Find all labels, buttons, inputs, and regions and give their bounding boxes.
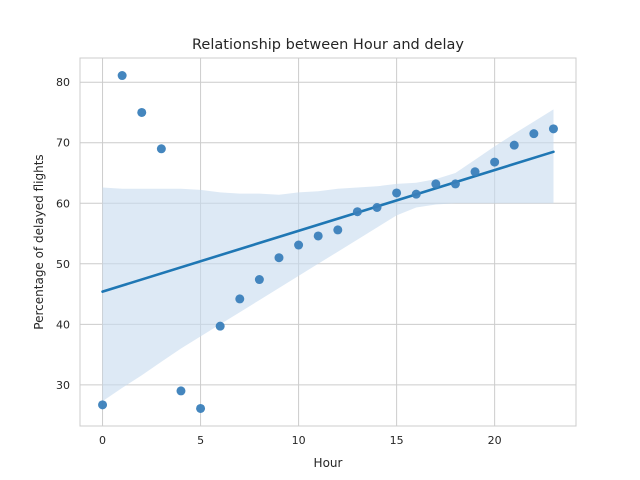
y-tick-label: 40 <box>56 318 70 331</box>
scatter-point <box>274 253 284 263</box>
scatter-point <box>294 240 304 250</box>
scatter-point <box>117 71 127 81</box>
scatter-point <box>450 179 460 189</box>
scatter-point <box>431 179 441 189</box>
scatter-point <box>490 157 500 167</box>
scatter-point <box>470 167 480 177</box>
chart-title: Relationship between Hour and delay <box>192 37 464 53</box>
scatter-point <box>215 321 225 331</box>
scatter-point <box>372 203 382 212</box>
y-tick-label: 60 <box>56 197 70 210</box>
x-tick-label: 5 <box>197 434 204 447</box>
y-tick-label: 80 <box>56 76 70 89</box>
regression-group <box>101 150 555 293</box>
x-tick-label: 20 <box>488 434 502 447</box>
x-tick-label: 10 <box>292 434 306 447</box>
scatter-points <box>98 71 558 413</box>
scatter-point <box>254 275 264 285</box>
scatter-point <box>176 386 186 396</box>
scatter-point <box>137 107 147 117</box>
scatter-point <box>196 403 206 413</box>
scatter-point <box>235 294 245 304</box>
regression-line <box>101 150 555 293</box>
confidence-band <box>102 109 554 402</box>
y-axis-label: Percentage of delayed flights <box>32 154 46 329</box>
scatter-point <box>98 400 108 410</box>
scatter-point <box>156 144 166 154</box>
y-tick-label: 30 <box>56 379 70 392</box>
x-tick-label: 0 <box>99 434 106 447</box>
y-tick-labels: 30 40 50 60 70 80 <box>56 76 70 392</box>
scatter-point <box>548 124 558 134</box>
scatter-point <box>352 207 362 217</box>
scatter-point <box>529 129 539 139</box>
y-tick-label: 70 <box>56 137 70 150</box>
plot-frame <box>79 57 577 427</box>
y-tick-label: 50 <box>56 258 70 271</box>
x-tick-label: 15 <box>390 434 404 447</box>
scatter-point <box>392 188 402 198</box>
scatter-point <box>509 140 519 150</box>
scatter-point <box>333 225 343 235</box>
x-tick-labels: 0 5 10 15 20 <box>99 434 502 447</box>
scatter-point <box>313 231 323 241</box>
x-axis-label: Hour <box>314 456 343 470</box>
confidence-band-group <box>102 109 554 402</box>
scatter-point <box>411 189 421 199</box>
